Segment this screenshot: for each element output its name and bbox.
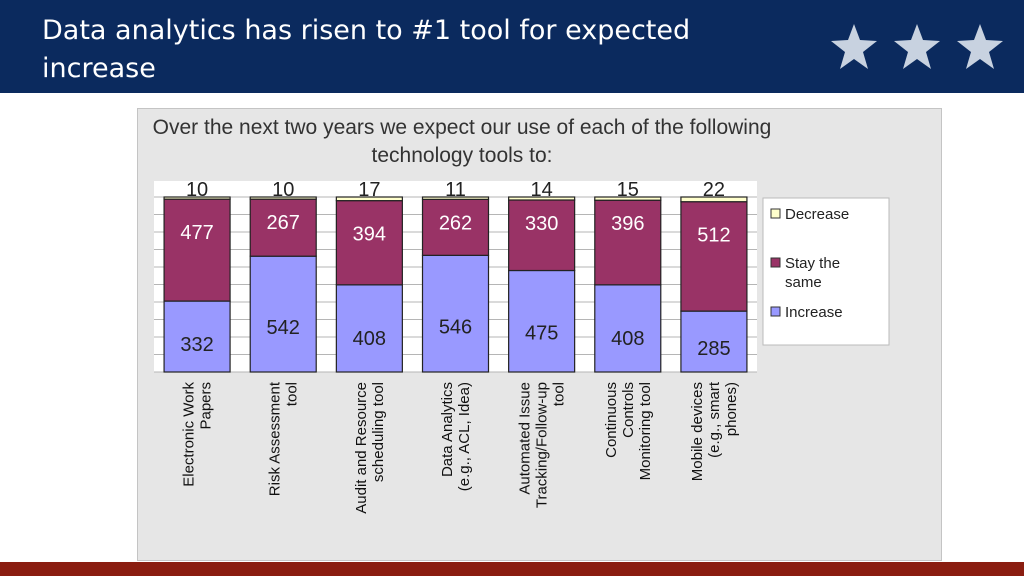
data-label: 15 xyxy=(617,179,639,201)
data-label: 408 xyxy=(353,328,386,350)
legend-swatch xyxy=(770,257,781,268)
legend xyxy=(762,197,890,346)
increase-bar xyxy=(680,310,748,373)
legend-swatch xyxy=(770,306,781,317)
category-label: Automated IssueTracking/Follow-uptool xyxy=(517,382,568,508)
page-title: Data analytics has risen to #1 tool for … xyxy=(42,15,691,84)
increase-bar xyxy=(335,284,403,373)
data-label: 262 xyxy=(439,212,472,234)
data-label: 512 xyxy=(697,225,730,247)
data-label: 267 xyxy=(267,212,300,234)
increase-bar xyxy=(249,255,317,373)
chart-title: Over the next two years we expect our us… xyxy=(152,116,772,167)
data-label: 10 xyxy=(186,179,208,201)
data-label: 332 xyxy=(180,334,213,356)
increase-bar xyxy=(421,254,490,373)
stay-the-same-bar xyxy=(421,198,490,256)
category-label: ContinuousControlsMonitoring tool xyxy=(603,382,654,480)
stay-the-same-bar xyxy=(508,199,576,272)
decrease-bar xyxy=(335,196,403,202)
data-label: 408 xyxy=(611,328,644,350)
stay-the-same-bar xyxy=(163,198,231,302)
legend-label: Increase xyxy=(785,304,843,321)
data-label: 17 xyxy=(358,179,380,201)
decrease-bar xyxy=(680,196,748,203)
legend-label: Decrease xyxy=(785,206,849,223)
data-label: 14 xyxy=(531,179,553,201)
data-label: 10 xyxy=(272,179,294,201)
stay-the-same-bar xyxy=(680,201,748,312)
data-label: 22 xyxy=(703,179,725,201)
category-label: Audit and Resourcescheduling tool xyxy=(353,382,387,514)
increase-bar xyxy=(594,284,662,373)
stay-the-same-bar xyxy=(249,198,317,257)
star-icon xyxy=(957,24,1003,69)
stay-the-same-bar xyxy=(594,199,662,286)
header-bar: Data analytics has risen to #1 tool for … xyxy=(0,0,1024,93)
data-label: 285 xyxy=(697,338,730,360)
decrease-bar xyxy=(249,196,317,200)
data-label: 477 xyxy=(180,222,213,244)
category-label: Data Analytics(e.g., ACL, Idea) xyxy=(439,382,473,491)
decrease-bar xyxy=(594,196,662,201)
data-label: 475 xyxy=(525,322,558,344)
data-label: 396 xyxy=(611,213,644,235)
increase-bar xyxy=(508,269,576,373)
data-label: 394 xyxy=(353,224,386,246)
star-icon xyxy=(894,24,940,69)
decrease-bar xyxy=(421,196,490,200)
category-label: Electronic WorkPapers xyxy=(181,382,215,487)
stars-decoration xyxy=(828,22,1008,72)
data-label: 542 xyxy=(267,317,300,339)
data-label: 11 xyxy=(445,179,466,201)
decrease-bar xyxy=(508,196,576,201)
data-label: 330 xyxy=(525,213,558,235)
data-label: 546 xyxy=(439,317,472,339)
decrease-bar xyxy=(163,196,231,200)
legend-swatch xyxy=(770,208,781,219)
increase-bar xyxy=(163,300,231,373)
category-label: Risk Assessmenttool xyxy=(267,381,301,496)
legend-label: Stay the same xyxy=(785,255,840,291)
category-label: Mobile devices(e.g., smartphones) xyxy=(689,381,740,481)
star-icon xyxy=(831,24,877,69)
stay-the-same-bar xyxy=(335,200,403,286)
bottom-bar xyxy=(0,562,1024,576)
